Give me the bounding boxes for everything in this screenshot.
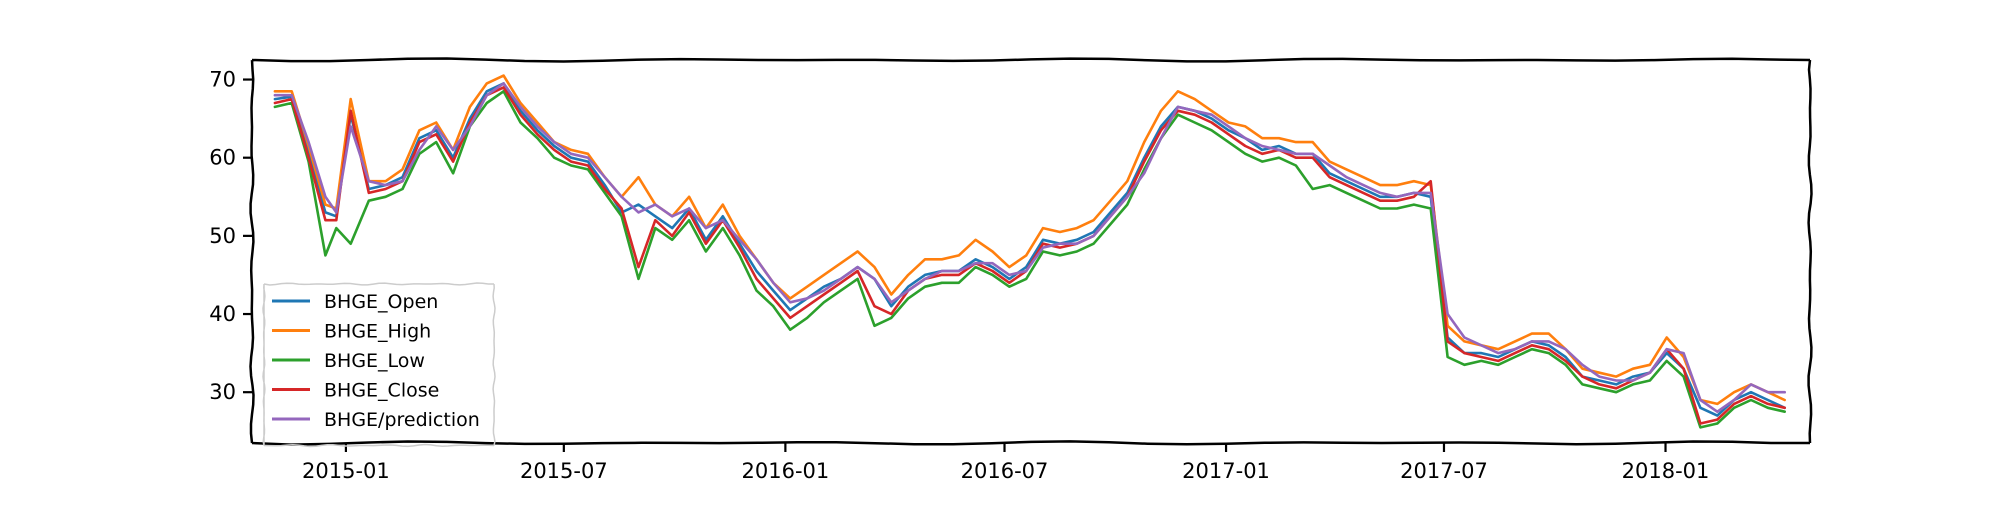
y-tick-label: 50: [209, 224, 236, 248]
x-tick-label: 2016-07: [961, 459, 1049, 483]
x-tick-label: 2018-01: [1622, 459, 1710, 483]
series-line-bhge-prediction: [273, 82, 1786, 413]
legend-label: BHGE_Low: [324, 350, 425, 372]
y-tick-label: 30: [209, 380, 236, 404]
x-tick-label: 2015-07: [520, 459, 608, 483]
plot-frame: [249, 57, 1813, 446]
legend-box: [262, 282, 496, 448]
legend-label: BHGE_Open: [324, 291, 438, 313]
legend: BHGE_Open BHGE_High BHGE_Low BHGE_Close BHGE…: [262, 282, 496, 448]
series-line-bhge-low: [273, 90, 1786, 429]
x-tick-label: 2017-01: [1182, 459, 1270, 483]
series-line-bhge-close: [273, 86, 1786, 425]
x-tick-label: 2017-07: [1400, 459, 1488, 483]
y-tick-label: 60: [209, 146, 236, 170]
x-tick-label: 2015-01: [302, 459, 390, 483]
y-tick-label: 40: [209, 302, 236, 326]
series-layer: [273, 74, 1786, 429]
y-tick-label: 70: [209, 68, 236, 92]
x-tick-label: 2016-01: [742, 459, 830, 483]
legend-label: BHGE_Close: [324, 380, 439, 402]
legend-label: BHGE_High: [324, 321, 431, 343]
series-line-bhge-high: [273, 74, 1786, 406]
legend-items: BHGE_Open BHGE_High BHGE_Low BHGE_Close BHGE…: [272, 291, 480, 431]
axis-layer: 30 40 50 60 70 2015-01 2015-07 2016-01 2016-07 20…: [209, 68, 1709, 483]
legend-label: BHGE/prediction: [324, 409, 480, 431]
